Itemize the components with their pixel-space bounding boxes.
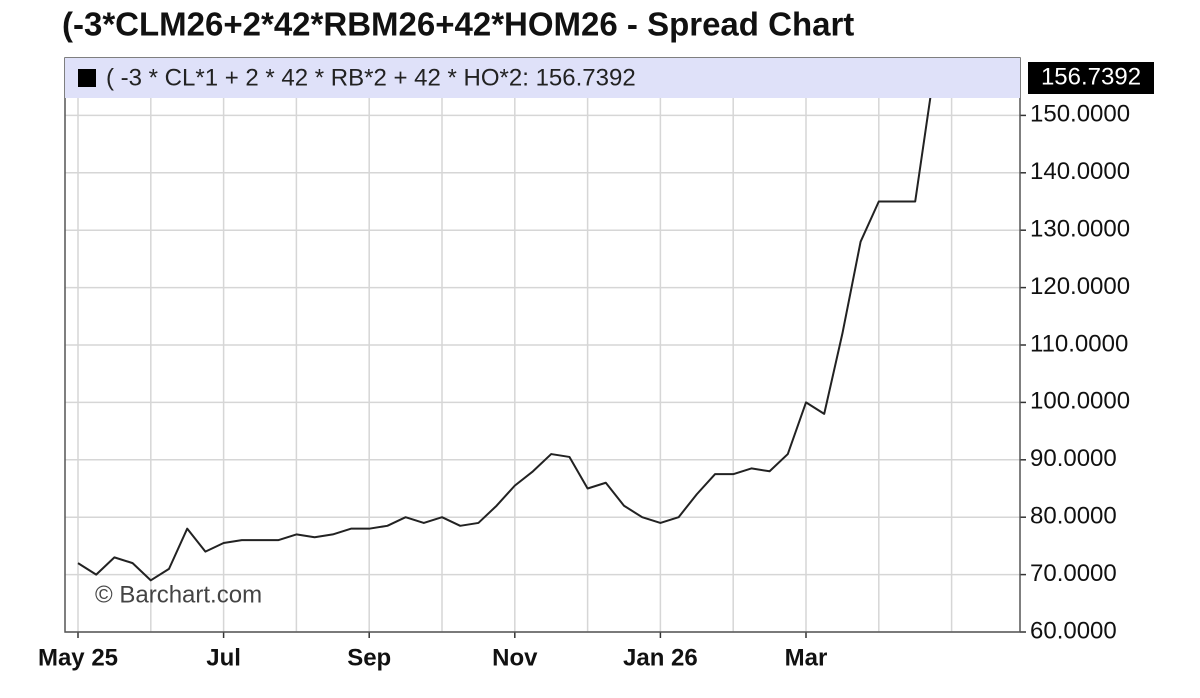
y-tick-label: 100.0000: [1030, 388, 1130, 415]
data-line: [77, 76, 935, 582]
y-tick-label: 70.0000: [1030, 560, 1117, 587]
x-tick-label: May 25: [38, 644, 118, 671]
y-tick-label: 120.0000: [1030, 273, 1130, 300]
x-tick-label: Jan 26: [623, 644, 698, 671]
chart-title: (-3*CLM26+2*42*RBM26+42*HOM26 - Spread C…: [62, 6, 854, 43]
y-tick-label: 130.0000: [1030, 216, 1130, 243]
watermark: © Barchart.com: [95, 581, 262, 608]
y-tick-label: 110.0000: [1030, 330, 1128, 357]
x-tick-label: Jul: [206, 644, 241, 671]
y-tick-label: 90.0000: [1030, 445, 1117, 472]
legend-swatch: [78, 69, 96, 87]
legend-label: ( -3 * CL*1 + 2 * 42 * RB*2 + 42 * HO*2:…: [106, 64, 636, 91]
y-tick-label: 140.0000: [1030, 158, 1130, 185]
last-value-box: [1028, 62, 1154, 94]
y-tick-label: 150.0000: [1030, 101, 1130, 128]
x-tick-label: Sep: [347, 644, 391, 671]
x-tick-label: Mar: [785, 644, 828, 671]
legend-band: [65, 58, 1020, 98]
last-value-label: 156.7392: [1041, 63, 1141, 90]
y-tick-label: 60.0000: [1030, 617, 1117, 644]
y-tick-label: 80.0000: [1030, 503, 1117, 530]
x-tick-label: Nov: [492, 644, 538, 671]
